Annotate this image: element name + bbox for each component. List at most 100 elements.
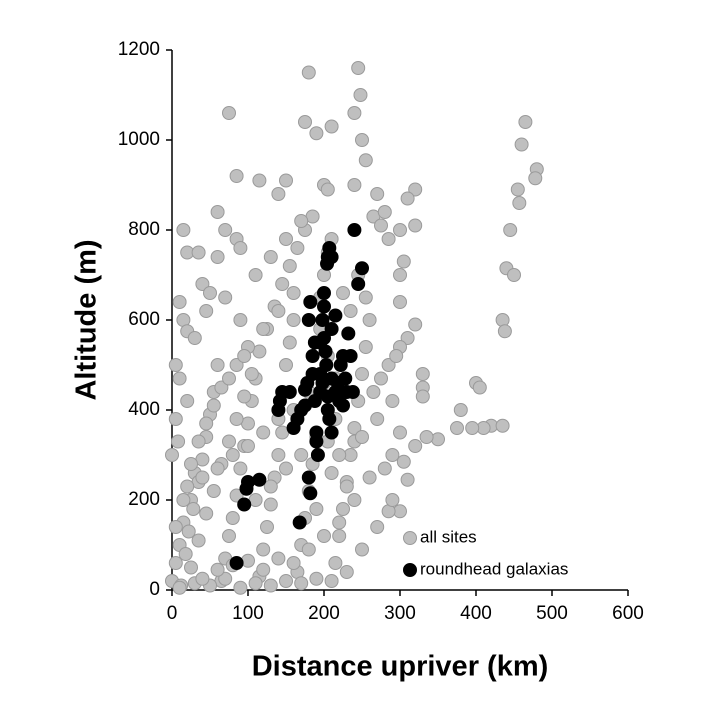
scatter-point	[298, 115, 312, 129]
scatter-point	[400, 191, 415, 206]
scatter-point	[341, 326, 356, 341]
scatter-point	[233, 580, 248, 595]
scatter-point	[355, 367, 369, 381]
scatter-point	[229, 556, 244, 570]
scatter-point	[303, 295, 318, 309]
scatter-point	[393, 425, 407, 440]
scatter-point	[309, 434, 324, 449]
scatter-point	[271, 448, 286, 462]
scatter-point	[241, 553, 255, 568]
scatter-point	[324, 574, 339, 588]
scatter-point	[233, 241, 248, 255]
y-tick-label: 200	[128, 489, 160, 510]
scatter-point	[229, 488, 244, 503]
scatter-point	[393, 295, 407, 309]
scatter-point	[400, 472, 415, 487]
scatter-point	[210, 205, 225, 219]
y-axis-title: Altitude (m)	[71, 239, 103, 400]
scatter-point	[191, 533, 206, 548]
scatter-point	[353, 88, 368, 102]
scatter-point	[396, 254, 411, 269]
scatter-point	[286, 286, 301, 300]
scatter-point	[370, 520, 385, 534]
scatter-point	[336, 502, 350, 516]
scatter-point	[271, 551, 286, 566]
scatter-point	[507, 268, 521, 282]
scatter-point	[187, 331, 202, 345]
scatter-point	[222, 434, 236, 449]
scatter-point	[377, 461, 392, 476]
scatter-point	[286, 313, 301, 327]
scatter-point	[168, 556, 183, 570]
scatter-point	[385, 448, 400, 462]
y-tick-label: 400	[128, 399, 160, 420]
x-tick-label: 400	[460, 603, 492, 624]
legend-label: roundhead galaxias	[420, 559, 568, 578]
scatter-point	[408, 218, 423, 233]
scatter-point	[279, 461, 293, 476]
scatter-point	[218, 571, 233, 586]
scatter-point	[362, 313, 377, 327]
scatter-point	[309, 571, 324, 586]
scatter-point	[168, 358, 183, 372]
scatter-point	[180, 479, 195, 494]
scatter-point	[355, 133, 369, 147]
scatter-point	[450, 421, 464, 435]
scatter-point	[472, 380, 487, 395]
scatter-point	[271, 187, 286, 201]
scatter-point	[199, 506, 214, 521]
scatter-point	[328, 556, 343, 570]
scatter-point	[229, 412, 244, 426]
scatter-point	[370, 187, 385, 201]
scatter-point	[168, 520, 183, 534]
scatter-point	[355, 430, 369, 444]
scatter-point	[199, 304, 214, 318]
scatter-point	[191, 245, 206, 260]
scatter-point	[275, 277, 290, 291]
scatter-point	[396, 454, 411, 469]
scatter-point	[324, 425, 339, 440]
scatter-point	[282, 335, 297, 350]
scatter-point	[294, 448, 309, 462]
scatter-point	[210, 562, 225, 577]
scatter-point	[252, 173, 267, 188]
scatter-point	[518, 115, 533, 129]
legend-marker	[403, 531, 417, 545]
scatter-point	[309, 502, 324, 516]
scatter-point	[229, 169, 244, 183]
y-tick-label: 0	[149, 579, 160, 600]
scatter-point	[400, 331, 415, 345]
legend-marker	[403, 563, 417, 577]
y-tick-label: 1200	[118, 39, 160, 60]
scatter-point	[377, 205, 392, 219]
scatter-point	[172, 295, 187, 309]
scatter-point	[233, 461, 248, 476]
scatter-point	[495, 418, 510, 433]
scatter-point	[294, 214, 309, 228]
scatter-point	[309, 126, 324, 141]
scatter-point	[512, 196, 527, 210]
scatter-point	[389, 349, 404, 363]
scatter-point	[358, 290, 373, 305]
scatter-point	[332, 515, 347, 530]
scatter-point	[343, 349, 358, 363]
legend-label: all sites	[420, 527, 477, 546]
scatter-point	[385, 394, 400, 408]
scatter-point	[206, 398, 221, 413]
scatter-point	[324, 466, 339, 480]
scatter-point	[184, 560, 198, 575]
scatter-point	[322, 412, 337, 426]
scatter-point	[374, 218, 388, 233]
scatter-point	[168, 412, 183, 426]
scatter-point	[279, 232, 293, 246]
x-tick-label: 500	[536, 603, 568, 624]
scatter-point	[165, 448, 179, 462]
scatter-point	[282, 259, 297, 273]
scatter-point	[366, 385, 381, 399]
scatter-point	[317, 299, 331, 314]
scatter-point	[347, 178, 362, 192]
x-tick-label: 600	[612, 603, 644, 624]
scatter-point	[206, 484, 221, 498]
scatter-point	[355, 542, 369, 557]
